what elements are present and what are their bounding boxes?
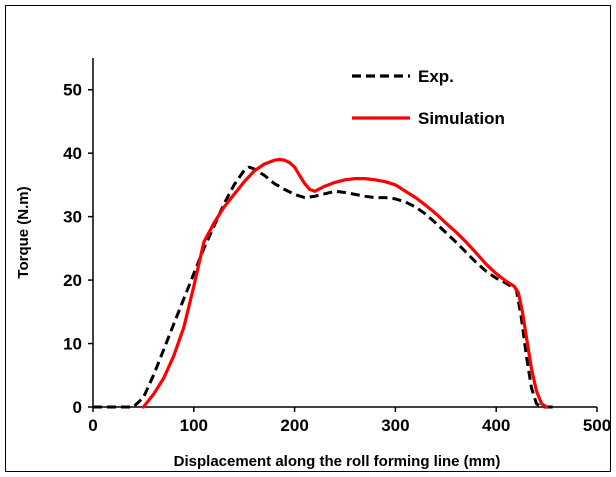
y-tick-label: 50	[63, 81, 82, 100]
y-axis-label: Torque (N.m)	[15, 186, 32, 278]
legend-label: Simulation	[418, 109, 505, 128]
x-tick-label: 300	[381, 416, 409, 435]
series-line-exp	[93, 165, 557, 409]
x-tick-label: 0	[88, 416, 97, 435]
y-tick-label: 40	[63, 144, 82, 163]
y-tick-label: 30	[63, 208, 82, 227]
series-line-simulation	[141, 157, 549, 409]
y-tick-label: 10	[63, 335, 82, 354]
x-tick-label: 500	[583, 416, 611, 435]
x-axis-label: Displacement along the roll forming line…	[174, 453, 501, 470]
x-tick-label: 200	[280, 416, 308, 435]
series-layer	[93, 157, 557, 409]
x-tick-label: 100	[180, 416, 208, 435]
legend: Exp. Simulation	[352, 67, 505, 128]
y-tick-label: 20	[63, 271, 82, 290]
chart-frame	[5, 5, 611, 472]
axes: 0 100 200 300 400 500 0 10 20 30 40 50	[63, 58, 611, 435]
y-tick-label: 0	[73, 398, 82, 417]
legend-label: Exp.	[418, 67, 454, 86]
x-tick-label: 400	[482, 416, 510, 435]
